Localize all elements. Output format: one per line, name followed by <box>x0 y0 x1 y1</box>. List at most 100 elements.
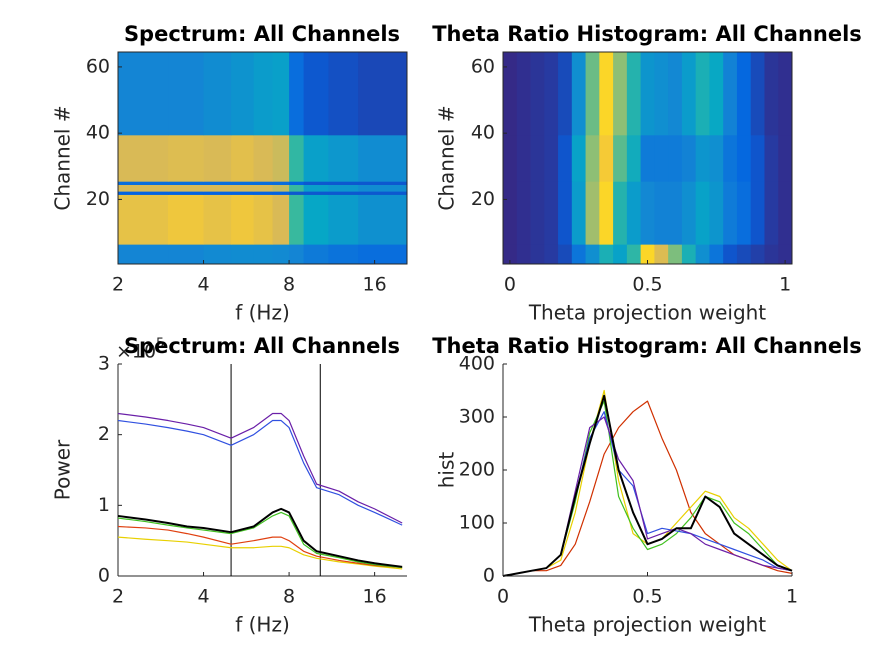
heatmap-cell <box>253 194 274 245</box>
heatmap-cell <box>358 194 408 245</box>
heatmap-cell <box>736 134 752 182</box>
heatmap-cell <box>750 181 765 245</box>
heatmap-cell <box>272 191 290 195</box>
heatmap-cell <box>778 52 793 136</box>
heatmap-cell <box>328 181 359 185</box>
y-tick-label: 1 <box>98 494 110 516</box>
y-tick-label: 40 <box>471 122 495 144</box>
heatmap-cell <box>530 181 545 245</box>
heatmap-cell <box>709 52 724 136</box>
heatmap-cell <box>626 52 642 136</box>
x-tick-label: 2 <box>112 274 124 296</box>
heatmap-cell <box>289 184 305 192</box>
x-tick-label: 0.5 <box>632 274 662 296</box>
heatmap-cell <box>599 52 614 136</box>
heatmap-cell <box>626 181 642 245</box>
heatmap-cell <box>358 134 408 182</box>
heatmap-cell <box>516 52 532 136</box>
x-axis-label: f (Hz) <box>235 613 290 637</box>
x-tick-label: 1 <box>786 586 798 608</box>
heatmap-cell <box>272 181 290 185</box>
heatmap-cell <box>118 52 169 136</box>
heatmap-cell <box>723 52 738 136</box>
heatmap-cell <box>530 134 545 182</box>
heatmap-cell <box>253 184 274 192</box>
heatmap-cell <box>231 134 255 182</box>
heatmap-cell <box>640 52 655 136</box>
heatmap-cell <box>764 181 779 245</box>
heatmap-cell <box>764 134 779 182</box>
heatmap-cell <box>328 244 359 265</box>
heatmap-cell <box>328 134 359 182</box>
y-tick-label: 3 <box>98 353 110 375</box>
y-tick-label: 0 <box>483 565 495 587</box>
y-axis-label: hist <box>435 452 459 489</box>
chart-title: Theta Ratio Histogram: All Channels <box>432 22 862 46</box>
x-tick-label: 2 <box>112 586 124 608</box>
heatmap-cell <box>599 181 614 245</box>
heatmap-cell <box>231 244 255 265</box>
heatmap-cell <box>626 134 642 182</box>
heatmap-cell <box>723 244 738 265</box>
heatmap-cell <box>289 181 305 185</box>
heatmap-cell <box>289 194 305 245</box>
y-tick-label: 20 <box>86 188 110 210</box>
heatmap-cell <box>681 134 697 182</box>
heatmap-cell <box>709 244 724 265</box>
heatmap-cell <box>203 184 232 192</box>
heatmap-cell <box>736 52 752 136</box>
heatmap-cell <box>303 244 329 265</box>
heatmap-cell <box>585 134 600 182</box>
heatmap-cell <box>253 244 274 265</box>
heatmap-cell <box>750 52 765 136</box>
heatmap-cell <box>272 52 290 136</box>
y-axis-label: Channel # <box>435 105 459 210</box>
series-line <box>502 394 793 577</box>
heatmap-cell <box>118 244 169 265</box>
y-tick-label: 20 <box>471 188 495 210</box>
series-line <box>117 419 403 526</box>
heatmap-cell <box>558 134 573 182</box>
heatmap-cell <box>558 52 573 136</box>
heatmap-cell <box>695 181 710 245</box>
heatmap-cell <box>168 181 205 185</box>
y-tick-label: 60 <box>471 55 495 77</box>
heatmap-cell <box>289 134 305 182</box>
heatmap-cell <box>613 52 628 136</box>
y-tick-label: 400 <box>459 353 495 375</box>
heatmap-cell <box>503 52 518 136</box>
heatmap-cell <box>668 181 683 245</box>
heatmap-cell <box>544 52 559 136</box>
chart-title: Theta Ratio Histogram: All Channels <box>432 334 862 358</box>
axes-box <box>117 51 408 265</box>
heatmap-cell <box>750 244 765 265</box>
heatmap-cell <box>328 52 359 136</box>
heatmap-cell <box>516 244 532 265</box>
heatmap-cell <box>503 181 518 245</box>
x-tick-label: 0 <box>504 274 516 296</box>
heatmap-cell <box>668 244 683 265</box>
heatmap-cell <box>203 191 232 195</box>
chart-title: Spectrum: All Channels <box>124 334 400 358</box>
x-tick-label: 0.5 <box>632 586 662 608</box>
heatmap-cell <box>203 194 232 245</box>
heatmap-cell <box>118 134 169 182</box>
heatmap-cell <box>571 134 587 182</box>
heatmap-cell <box>253 181 274 185</box>
heatmap-cell <box>544 244 559 265</box>
heatmap-cell <box>778 244 793 265</box>
heatmap-cell <box>736 181 752 245</box>
x-tick-label: 8 <box>283 586 295 608</box>
heatmap-cell <box>654 134 669 182</box>
heatmap-cell <box>358 191 408 195</box>
heatmap-cell <box>764 244 779 265</box>
subplot: 0 0.5 1 20 40 60 Theta projection weight Channe… <box>432 22 862 325</box>
y-tick-label: 200 <box>459 459 495 481</box>
heatmap-cell <box>654 52 669 136</box>
series-line <box>117 507 403 568</box>
heatmap-cell <box>764 52 779 136</box>
heatmap-cell <box>272 194 290 245</box>
series-line <box>117 412 403 524</box>
y-tick-label: 100 <box>459 512 495 534</box>
